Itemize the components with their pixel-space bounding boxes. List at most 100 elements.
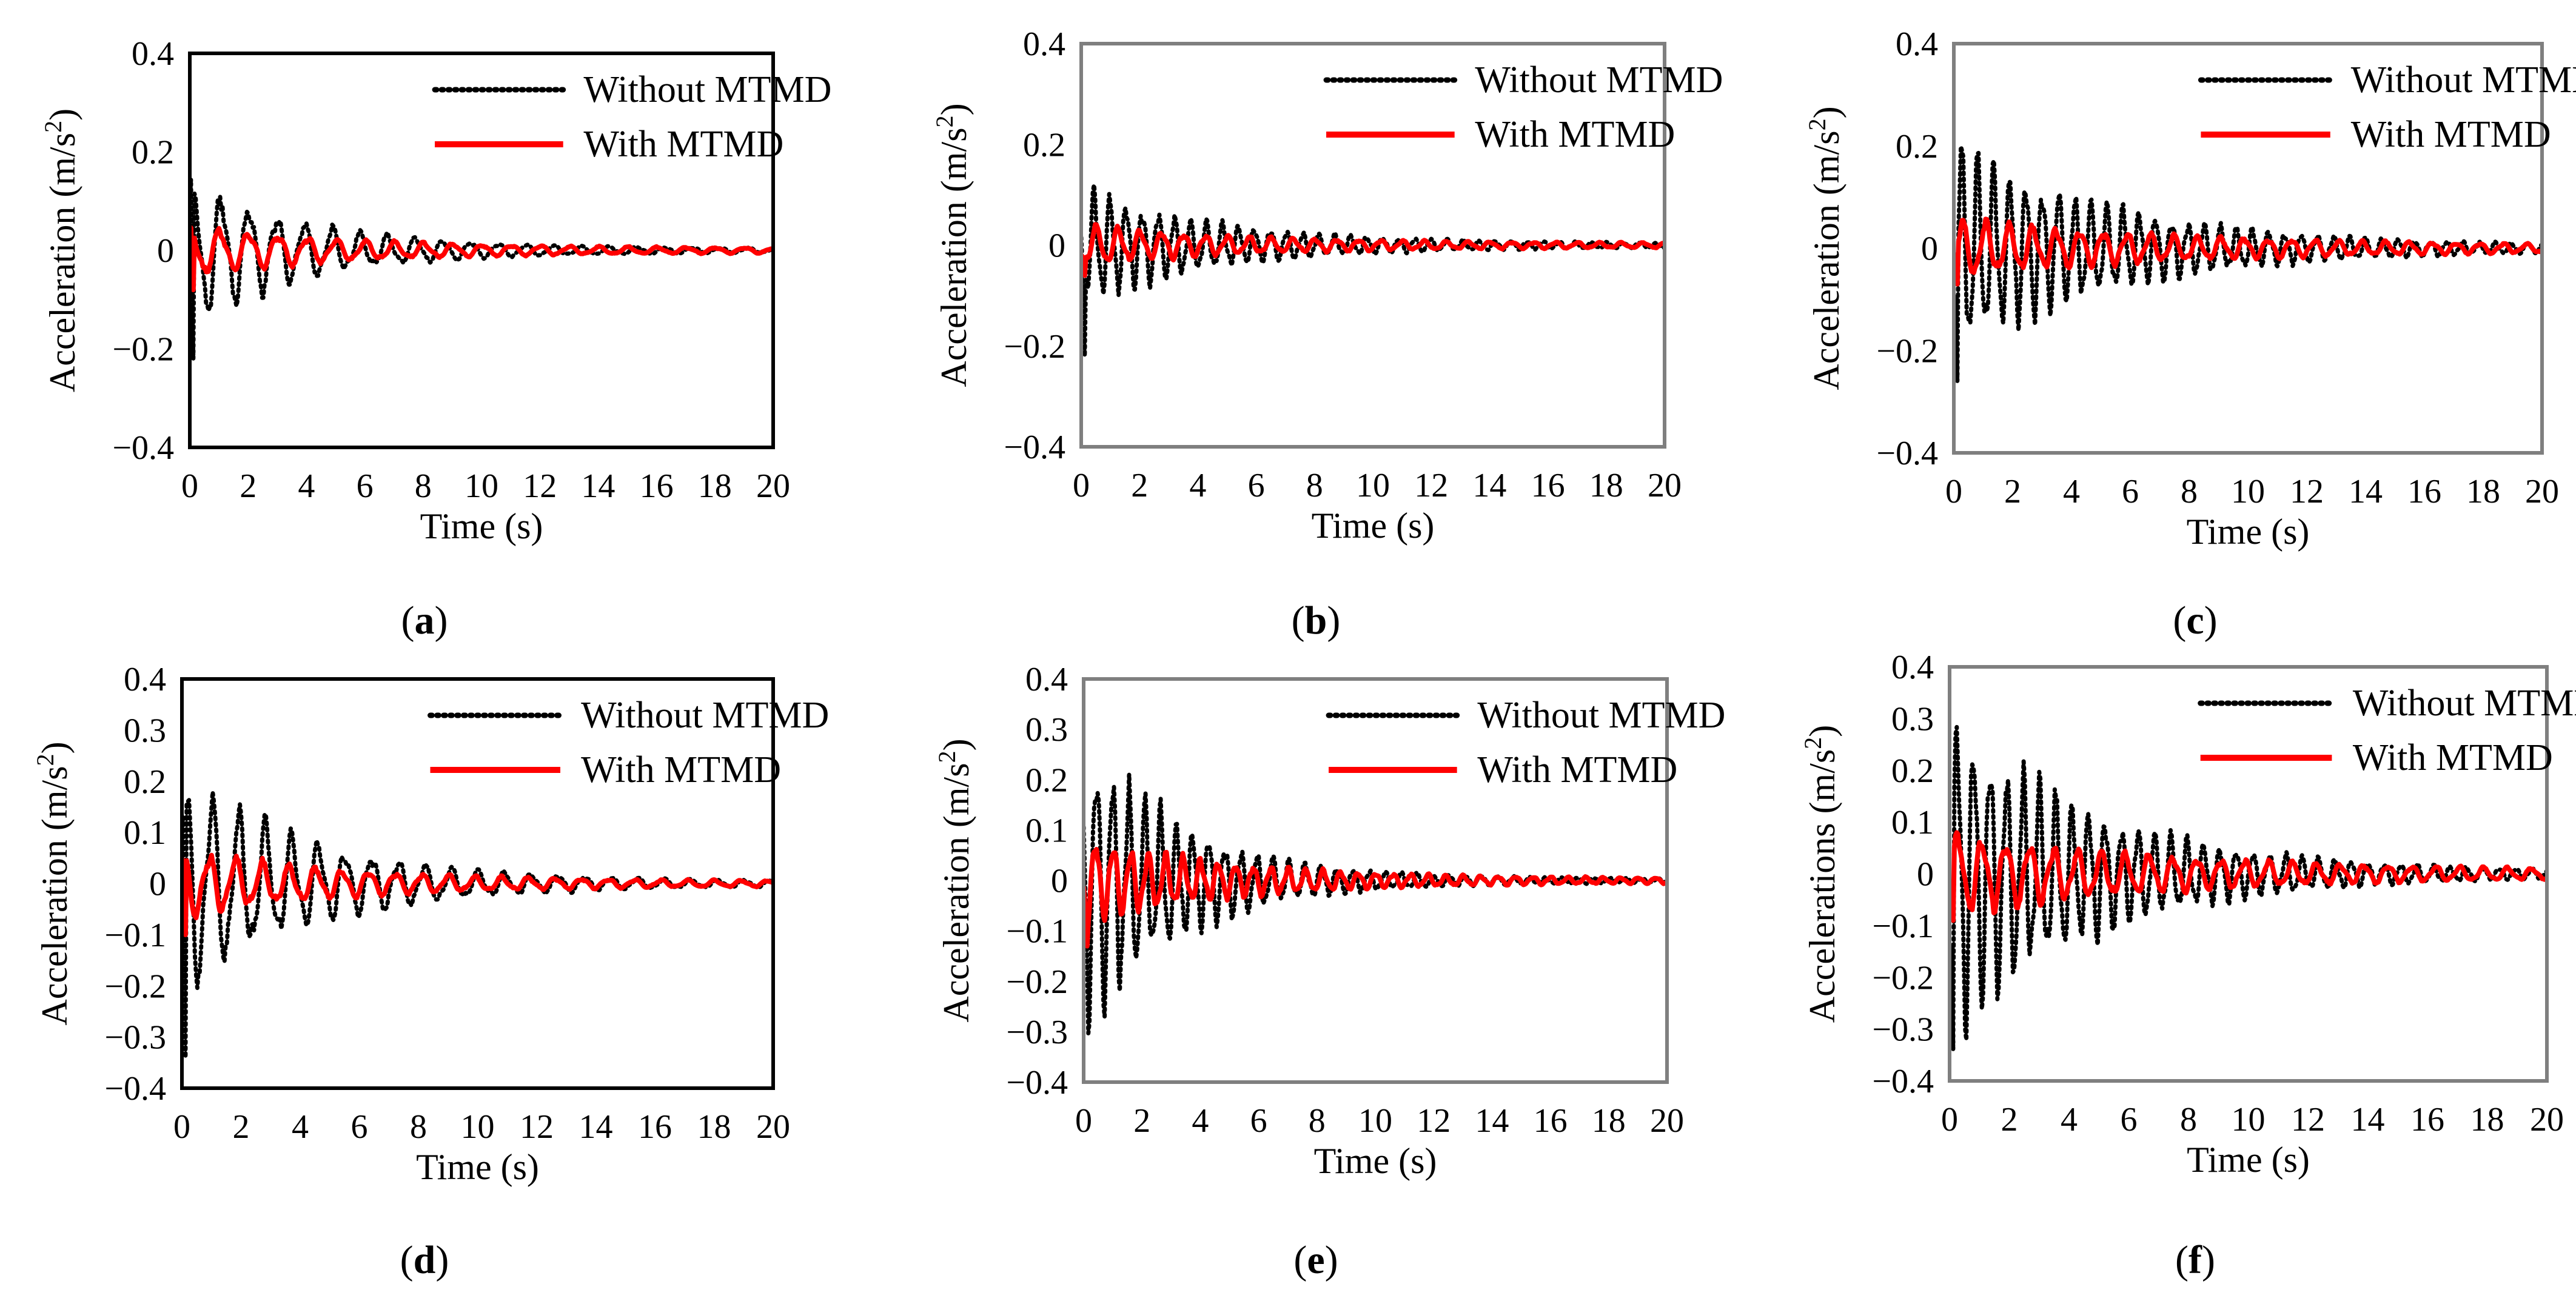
panel-caption: (e)	[1293, 1238, 1338, 1282]
x-tick-label: 4	[1189, 467, 1206, 504]
x-tick-label: 12	[523, 467, 557, 505]
x-axis-title: Time (s)	[2187, 1140, 2310, 1180]
x-tick-label: 10	[1358, 1102, 1392, 1140]
x-tick-label: 20	[2530, 1101, 2564, 1138]
x-tick-label: 18	[1592, 1102, 1626, 1140]
x-tick-label: 20	[2525, 473, 2559, 510]
x-tick-label: 10	[1356, 467, 1390, 504]
x-tick-label: 10	[461, 1108, 495, 1146]
panel-caption: (a)	[401, 598, 448, 643]
y-tick-label: 0.1	[1891, 804, 1934, 841]
legend-label: With MTMD	[1477, 749, 1677, 791]
legend-label: With MTMD	[583, 124, 783, 165]
x-tick-label: 14	[581, 467, 615, 505]
y-tick-label: 0.4	[132, 35, 174, 73]
x-tick-label: 14	[579, 1108, 613, 1146]
y-tick-label: −0.3	[1872, 1011, 1934, 1049]
series-line-without-mtmd	[1084, 772, 1667, 1035]
y-tick-label: 0	[1051, 863, 1068, 900]
x-tick-label: 2	[1131, 467, 1148, 504]
y-tick-label: 0	[1917, 856, 1934, 894]
x-tick-label: 14	[1472, 467, 1506, 504]
panel-c: −0.4 −0.2 0 0.2 0.4 0 2 4 6 8 10 12 14 16 18 20 Time (s)…	[1803, 25, 2576, 643]
x-tick-label: 18	[698, 467, 732, 505]
series-line-with-mtmd	[190, 225, 773, 292]
x-tick-label: 12	[2291, 1101, 2325, 1138]
x-tick-label: 8	[2180, 1101, 2197, 1138]
legend-label: With MTMD	[1475, 114, 1675, 155]
x-tick-label: 4	[2061, 1101, 2078, 1138]
x-tick-label: 10	[2232, 1101, 2266, 1138]
legend-label: With MTMD	[2353, 737, 2553, 778]
y-tick-label: −0.4	[104, 1070, 166, 1108]
y-tick-label: −0.1	[1006, 913, 1068, 951]
y-tick-label: 0	[157, 232, 174, 270]
x-tick-label: 16	[2407, 473, 2441, 510]
x-axis-title: Time (s)	[1314, 1141, 1437, 1181]
panel-caption: (c)	[2173, 598, 2217, 643]
x-tick-label: 4	[1192, 1102, 1209, 1140]
series-line-without-mtmd	[190, 177, 773, 361]
y-tick-label: 0.4	[1023, 25, 1065, 63]
x-tick-label: 0	[181, 467, 198, 505]
legend-label: Without MTMD	[583, 69, 831, 110]
y-axis-title: Accelerations (m/s2)	[1799, 725, 1842, 1023]
y-tick-label: −0.4	[112, 429, 174, 467]
y-tick-label: 0.2	[1896, 128, 1938, 166]
y-tick-label: −0.2	[1872, 959, 1934, 997]
y-tick-label: 0.2	[124, 763, 166, 801]
y-axis-title: Acceleration (m/s2)	[1803, 106, 1846, 390]
x-axis-title: Time (s)	[416, 1147, 539, 1187]
y-tick-label: 0.4	[1891, 649, 1934, 686]
y-tick-label: −0.2	[1004, 328, 1065, 366]
x-tick-label: 4	[292, 1108, 309, 1146]
panel-caption: (f)	[2175, 1238, 2215, 1282]
x-tick-label: 18	[1589, 467, 1623, 504]
x-tick-label: 12	[1414, 467, 1448, 504]
y-tick-label: 0.3	[1891, 700, 1934, 738]
x-tick-label: 6	[351, 1108, 368, 1146]
y-tick-label: −0.2	[1006, 963, 1068, 1001]
series-line-with-mtmd	[1950, 830, 2547, 923]
x-tick-label: 0	[173, 1108, 190, 1146]
x-axis-title: Time (s)	[420, 506, 543, 546]
x-tick-label: 18	[697, 1108, 731, 1146]
x-tick-label: 2	[2004, 473, 2021, 510]
y-tick-label: 0.1	[124, 814, 166, 852]
x-tick-label: 8	[2181, 473, 2198, 510]
y-tick-label: −0.4	[1872, 1063, 1934, 1100]
y-tick-label: −0.2	[1876, 332, 1938, 370]
y-axis-title: Acceleration (m/s2)	[32, 741, 75, 1025]
x-tick-label: 0	[1075, 1102, 1092, 1140]
series-line-with-mtmd	[1954, 216, 2542, 287]
x-tick-label: 0	[1941, 1101, 1958, 1138]
x-tick-label: 18	[2466, 473, 2500, 510]
y-tick-label: 0	[149, 866, 166, 903]
plot-frame	[1082, 677, 1669, 1084]
x-tick-label: 14	[2349, 473, 2383, 510]
legend-label: Without MTMD	[2351, 59, 2576, 101]
y-axis-title: Acceleration (m/s2)	[933, 738, 976, 1022]
y-tick-label: 0	[1048, 227, 1065, 265]
y-tick-label: −0.1	[1872, 908, 1934, 945]
x-tick-label: 8	[410, 1108, 427, 1146]
x-tick-label: 2	[2001, 1101, 2018, 1138]
y-tick-label: −0.4	[1876, 435, 1938, 472]
x-tick-label: 8	[1306, 467, 1323, 504]
y-tick-label: −0.2	[104, 968, 166, 1005]
legend-label: Without MTMD	[1475, 59, 1723, 101]
series-line-without-mtmd	[1954, 144, 2542, 384]
x-tick-label: 14	[2351, 1101, 2385, 1138]
y-tick-label: 0.3	[124, 712, 166, 749]
y-tick-label: −0.3	[104, 1019, 166, 1057]
x-tick-label: 8	[415, 467, 432, 505]
x-tick-label: 20	[756, 467, 790, 505]
x-tick-label: 16	[1531, 467, 1565, 504]
x-tick-label: 2	[240, 467, 257, 505]
x-tick-label: 16	[1534, 1102, 1568, 1140]
legend-label: With MTMD	[581, 749, 781, 791]
y-tick-label: 0.4	[1025, 661, 1068, 698]
x-tick-label: 12	[2290, 473, 2324, 510]
x-tick-label: 6	[357, 467, 374, 505]
panel-d: −0.4 −0.3 −0.2 −0.1 0 0.1 0.2 0.3 0.4 0 2 4 6 8 10 12 14…	[32, 661, 829, 1282]
